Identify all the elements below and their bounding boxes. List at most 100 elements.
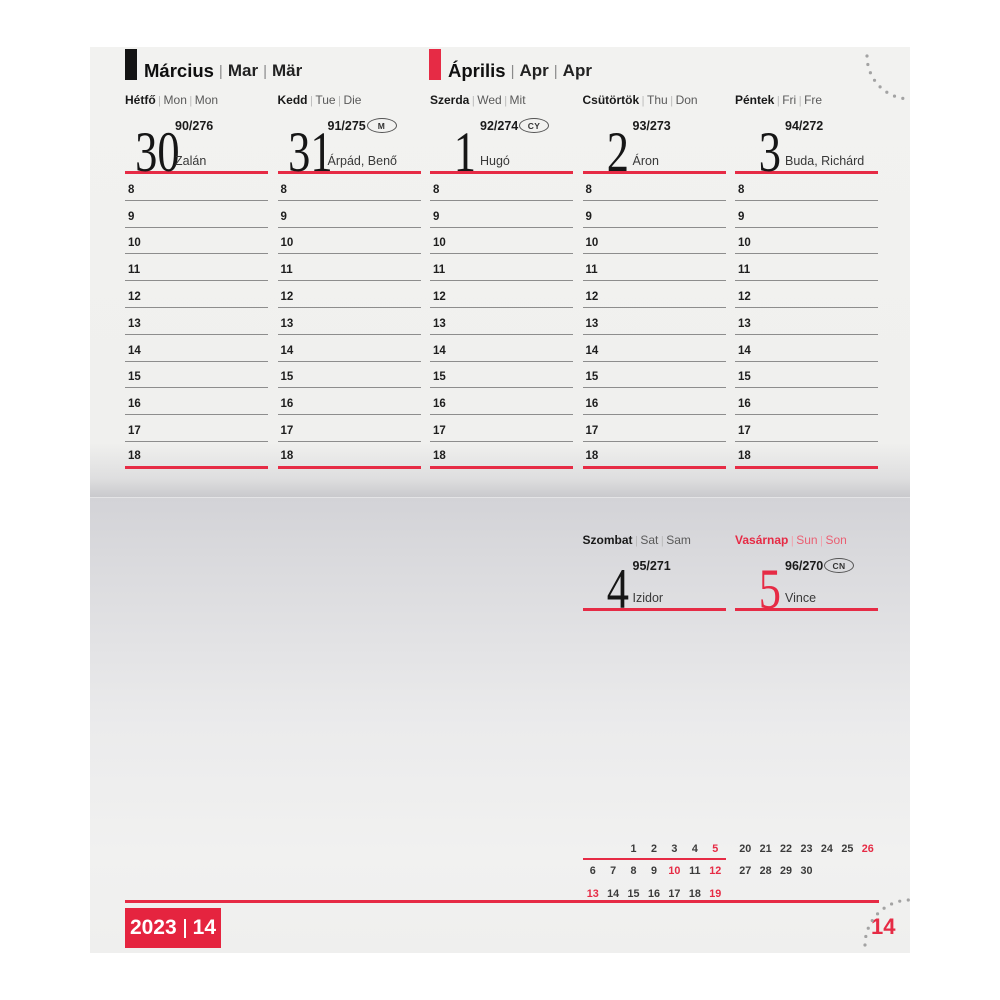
weekday-name-hu: Péntek <box>735 93 775 107</box>
mini-calendar-day: 27 <box>739 865 752 878</box>
hour-row: 8 <box>430 174 573 201</box>
weekday-name-hu: Csütörtök <box>582 93 640 107</box>
hour-row: 11 <box>277 254 421 282</box>
day-number: 31 <box>287 121 333 185</box>
mini-calendar-day: 26 <box>861 843 874 855</box>
weekday-column: Csütörtök | Thu | Don 2 93/273 Áron 8 <box>582 93 726 469</box>
day-number: 5 <box>758 558 781 622</box>
hour-row: 12 <box>735 281 878 308</box>
hour-row: 13 <box>582 308 726 335</box>
hour-label: 14 <box>585 344 599 357</box>
hour-row: 9 <box>277 201 421 228</box>
divider <box>183 918 186 938</box>
hour-row: 9 <box>582 201 726 228</box>
nameday-names: Árpád, Benő <box>327 154 398 168</box>
mini-calendar-day: 10 <box>668 865 681 878</box>
year-label: 2023 <box>129 916 177 939</box>
separator: | <box>790 535 794 547</box>
weekday-name-de: Fre <box>804 93 823 107</box>
day-number: 1 <box>453 121 476 185</box>
month-accent-bar-icon <box>125 49 137 80</box>
weekend-column: Szombat | Sat | Sam 4 95/271 Izidor <box>582 533 726 618</box>
hour-row: 11 <box>430 254 573 282</box>
hour-label: 11 <box>433 264 446 277</box>
separator: | <box>218 62 223 80</box>
weekend-column: Vasárnap | Sun | Son 5 96/270 CN Vince <box>735 533 878 622</box>
mini-calendar-day: 1 <box>630 843 637 855</box>
month-header-april: Április | Apr | Apr <box>429 49 592 80</box>
hour-label: 11 <box>738 264 751 277</box>
page-number: 14 <box>871 914 896 939</box>
separator: | <box>660 535 664 547</box>
dotted-arc-icon <box>865 54 912 101</box>
hour-label: 18 <box>128 449 141 462</box>
hour-row: 12 <box>125 281 268 308</box>
day-block: 3 94/272 Buda, Richárd <box>735 107 878 181</box>
hour-label: 11 <box>585 264 598 277</box>
mini-calendar-row: 1 2 3 4 5 <box>583 843 726 865</box>
hour-row: 15 <box>582 362 726 389</box>
day-of-year: 90/276 <box>175 119 214 133</box>
separator: | <box>310 95 313 107</box>
hour-label: 11 <box>128 264 141 277</box>
weekday-name-en: Wed <box>477 93 502 107</box>
separator: | <box>798 95 802 107</box>
mini-calendar-day: 6 <box>589 865 596 878</box>
hour-label: 17 <box>280 424 294 437</box>
hour-label: 10 <box>128 237 141 250</box>
weekday-name-hu: Vasárnap <box>735 533 789 547</box>
mini-calendar-day: 8 <box>630 865 637 878</box>
hour-label: 8 <box>128 183 135 196</box>
hour-row: 12 <box>582 281 726 308</box>
hour-row: 10 <box>430 228 573 255</box>
hour-label: 9 <box>280 210 287 223</box>
separator: | <box>776 95 780 107</box>
hour-label: 15 <box>433 371 446 384</box>
hour-row: 18 <box>582 442 726 469</box>
month-abbr-de: Mär <box>271 61 303 81</box>
mini-calendar-day: 12 <box>709 865 722 878</box>
day-of-year: 92/274 <box>480 119 519 133</box>
hour-label: 13 <box>280 317 294 330</box>
day-number: 30 <box>135 121 180 185</box>
nameday-badge: CY <box>519 118 549 133</box>
hour-label: 12 <box>738 290 751 303</box>
mini-calendar-right: 20 21 22 23 24 25 26 27 28 29 30 <box>735 843 878 910</box>
mini-calendar-day: 28 <box>759 865 772 878</box>
hour-label: 18 <box>433 449 446 462</box>
hour-label: 8 <box>433 183 440 196</box>
hour-label: 10 <box>585 237 599 250</box>
hour-label: 17 <box>128 424 141 437</box>
hour-row: 13 <box>125 308 268 335</box>
hour-label: 12 <box>585 290 599 303</box>
hour-row: 12 <box>277 281 421 308</box>
hour-row: 16 <box>430 388 573 416</box>
weekday-name-en: Tue <box>315 93 336 107</box>
mini-calendar-day <box>603 843 623 865</box>
hour-label: 17 <box>433 424 446 437</box>
day-block: 30 90/276 Zalán <box>125 107 268 185</box>
hour-label: 9 <box>128 210 135 223</box>
nameday-badge: CN <box>824 558 854 573</box>
hour-row: 17 <box>735 415 878 442</box>
hour-row: 14 <box>430 335 573 362</box>
separator: | <box>635 535 638 547</box>
hour-row: 10 <box>735 228 878 255</box>
hour-label: 14 <box>738 344 751 357</box>
weekday-header: Szombat | Sat | Sam <box>583 533 726 547</box>
hour-row: 16 <box>582 388 726 416</box>
separator: | <box>471 95 475 107</box>
weekday-name-de: Son <box>825 533 847 547</box>
hour-label: 9 <box>585 210 592 223</box>
month-abbr-en: Mar <box>227 61 259 81</box>
mini-calendar-day: 4 <box>691 843 698 855</box>
day-of-year: 96/270 <box>785 559 824 573</box>
hour-grid: 8 9 10 11 <box>125 174 268 469</box>
month-abbr-en: Apr <box>519 61 549 81</box>
weekday-column: Szerda | Wed | Mit 1 92/274 CY Hugó 8 <box>430 93 573 469</box>
mini-calendar-row: 27 28 29 30 <box>735 865 878 887</box>
hour-row: 10 <box>125 228 268 255</box>
day-block: 5 96/270 CN Vince <box>735 547 878 622</box>
